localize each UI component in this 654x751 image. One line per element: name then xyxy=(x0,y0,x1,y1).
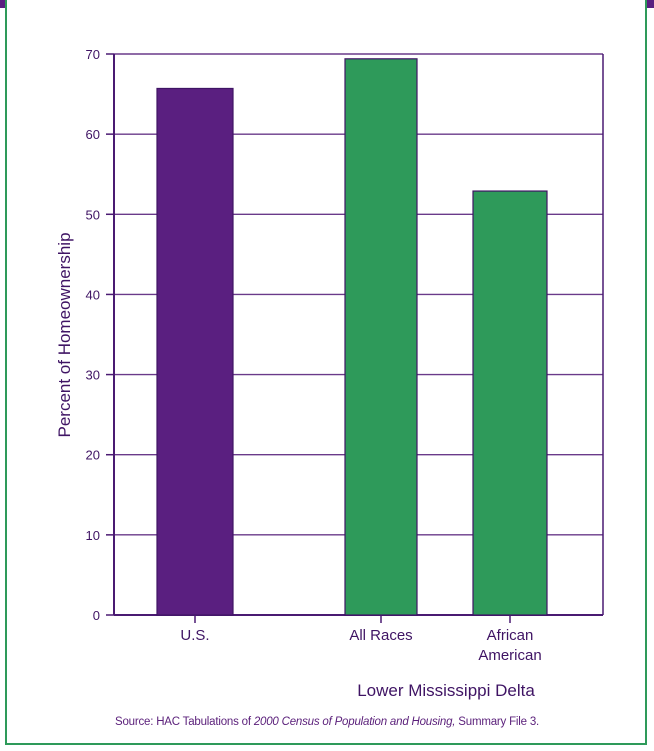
source-prefix: Source: HAC Tabulations of xyxy=(114,716,254,728)
y-tick-label: 0 xyxy=(93,608,100,623)
y-tick-label: 30 xyxy=(86,368,100,383)
y-tick-label: 10 xyxy=(86,528,100,543)
y-axis-label: Percent of Homeownership xyxy=(55,232,74,437)
y-tick-label: 70 xyxy=(86,47,100,62)
y-tick-label: 40 xyxy=(86,287,100,302)
bar-1 xyxy=(156,87,234,616)
x-tick-label: U.S. xyxy=(180,627,209,644)
group-label: Lower Mississippi Delta xyxy=(357,681,535,700)
bar-2 xyxy=(344,58,418,616)
x-tick-label: American xyxy=(478,647,541,664)
source-suffix: Summary File 3. xyxy=(455,716,540,728)
x-tick-label: African xyxy=(487,627,534,644)
source-note: Source: HAC Tabulations of 2000 Census o… xyxy=(0,716,654,728)
bar-3 xyxy=(472,190,548,616)
source-title: 2000 Census of Population and Housing, xyxy=(253,716,456,728)
y-tick-label: 60 xyxy=(86,127,100,142)
y-tick-label: 50 xyxy=(86,207,100,222)
y-tick-label: 20 xyxy=(86,448,100,463)
x-tick-label: All Races xyxy=(349,627,412,644)
